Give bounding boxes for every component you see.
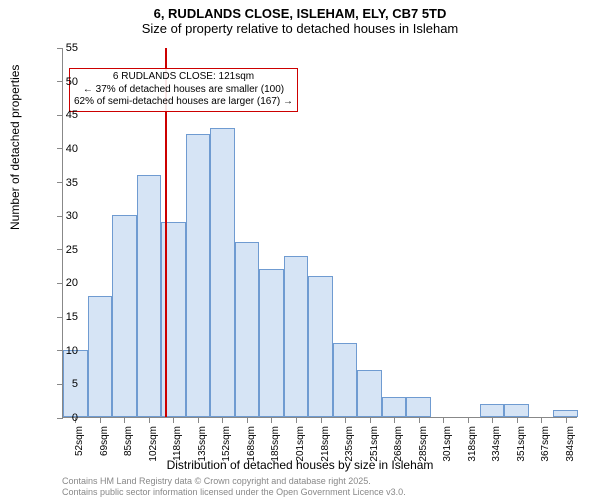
x-tick-label: 251sqm <box>369 426 380 466</box>
histogram-bar <box>186 134 211 417</box>
y-tick-label: 0 <box>54 412 78 424</box>
y-tick-label: 20 <box>54 277 78 289</box>
annotation-line2: ← 37% of detached houses are smaller (10… <box>74 84 293 97</box>
x-tick <box>394 417 395 423</box>
x-tick <box>173 417 174 423</box>
histogram-bar <box>357 370 382 417</box>
x-tick-label: 185sqm <box>270 426 281 466</box>
y-tick-label: 25 <box>54 244 78 256</box>
x-tick <box>124 417 125 423</box>
x-tick <box>296 417 297 423</box>
x-tick <box>566 417 567 423</box>
x-tick <box>149 417 150 423</box>
histogram-bar <box>137 175 162 417</box>
x-tick-label: 135sqm <box>197 426 208 466</box>
annotation-line1: 6 RUDLANDS CLOSE: 121sqm <box>74 71 293 84</box>
histogram-bar <box>88 296 113 417</box>
x-tick <box>345 417 346 423</box>
histogram-bar <box>284 256 309 417</box>
x-tick <box>321 417 322 423</box>
annotation-box: 6 RUDLANDS CLOSE: 121sqm← 37% of detache… <box>69 68 298 112</box>
histogram-bar <box>480 404 505 417</box>
x-tick-label: 334sqm <box>491 426 502 466</box>
annotation-line3: 62% of semi-detached houses are larger (… <box>74 96 293 109</box>
x-tick-label: 301sqm <box>442 426 453 466</box>
y-tick-label: 55 <box>54 42 78 54</box>
chart-title-main: 6, RUDLANDS CLOSE, ISLEHAM, ELY, CB7 5TD <box>0 0 600 21</box>
footnote: Contains HM Land Registry data © Crown c… <box>62 476 590 498</box>
x-tick-label: 118sqm <box>172 426 183 466</box>
histogram-bar <box>333 343 358 417</box>
x-tick <box>222 417 223 423</box>
y-tick-label: 45 <box>54 109 78 121</box>
histogram-bar <box>112 215 137 417</box>
x-tick <box>370 417 371 423</box>
x-tick-label: 285sqm <box>418 426 429 466</box>
x-tick <box>517 417 518 423</box>
x-tick <box>271 417 272 423</box>
chart-title-sub: Size of property relative to detached ho… <box>0 21 600 40</box>
histogram-bar <box>406 397 431 417</box>
histogram-bar <box>235 242 260 417</box>
y-tick-label: 30 <box>54 210 78 222</box>
x-tick-label: 318sqm <box>467 426 478 466</box>
x-tick <box>100 417 101 423</box>
x-tick-label: 268sqm <box>393 426 404 466</box>
histogram-bar <box>504 404 529 417</box>
histogram-bar <box>259 269 284 417</box>
y-tick-label: 40 <box>54 143 78 155</box>
x-tick-label: 52sqm <box>74 426 85 466</box>
x-tick-label: 218sqm <box>320 426 331 466</box>
x-tick <box>541 417 542 423</box>
x-tick-label: 85sqm <box>123 426 134 466</box>
chart-container: 6, RUDLANDS CLOSE, ISLEHAM, ELY, CB7 5TD… <box>0 0 600 500</box>
y-tick-label: 35 <box>54 177 78 189</box>
x-tick <box>492 417 493 423</box>
footnote-line1: Contains HM Land Registry data © Crown c… <box>62 476 590 487</box>
x-tick-label: 69sqm <box>99 426 110 466</box>
x-tick <box>247 417 248 423</box>
y-axis-label: Number of detached properties <box>8 65 22 230</box>
x-tick-label: 102sqm <box>148 426 159 466</box>
x-tick-label: 235sqm <box>344 426 355 466</box>
x-tick <box>419 417 420 423</box>
x-tick-label: 351sqm <box>516 426 527 466</box>
x-tick <box>198 417 199 423</box>
x-tick-label: 201sqm <box>295 426 306 466</box>
y-tick-label: 10 <box>54 345 78 357</box>
histogram-bar <box>308 276 333 417</box>
x-tick <box>468 417 469 423</box>
histogram-bar <box>210 128 235 417</box>
x-tick-label: 168sqm <box>246 426 257 466</box>
x-tick-label: 367sqm <box>540 426 551 466</box>
y-tick-label: 5 <box>54 378 78 390</box>
y-tick-label: 50 <box>54 76 78 88</box>
histogram-bar <box>382 397 407 417</box>
histogram-bar <box>553 410 578 417</box>
footnote-line2: Contains public sector information licen… <box>62 487 590 498</box>
plot-area: 6 RUDLANDS CLOSE: 121sqm← 37% of detache… <box>62 48 577 418</box>
x-tick-label: 152sqm <box>221 426 232 466</box>
y-tick-label: 15 <box>54 311 78 323</box>
x-tick-label: 384sqm <box>565 426 576 466</box>
x-tick <box>443 417 444 423</box>
